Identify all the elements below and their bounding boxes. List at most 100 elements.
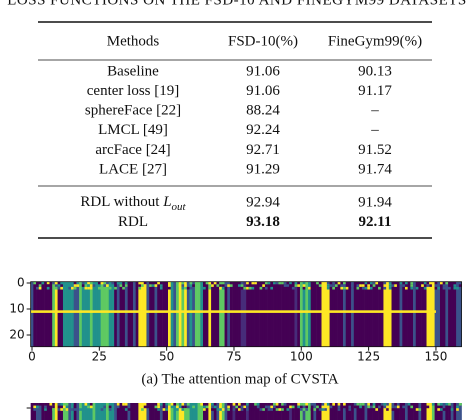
heatmap-cell	[396, 403, 400, 406]
heatmap-column	[388, 403, 392, 420]
heatmap-column	[84, 281, 88, 347]
heatmap-column	[44, 281, 48, 347]
heatmap-cell	[305, 403, 309, 406]
heatmap-column	[173, 281, 177, 347]
heatmap-cell	[289, 281, 293, 285]
heatmap-cell	[124, 284, 128, 287]
heatmap-cell	[205, 405, 209, 409]
heatmap-cell	[264, 286, 268, 290]
heatmap-cell	[189, 281, 193, 285]
heatmap-column	[146, 403, 150, 420]
heatmap-cell	[151, 284, 155, 287]
heatmap-cell	[240, 281, 244, 285]
heatmap-cell	[429, 281, 433, 285]
heatmap-cell	[146, 286, 150, 290]
heatmap-column	[450, 403, 454, 420]
heatmap-column	[194, 403, 198, 420]
heatmap-cell	[60, 403, 64, 406]
heatmap-cell	[97, 286, 101, 290]
heatmap-cell	[264, 405, 268, 409]
heatmap-column	[318, 403, 322, 420]
heatmap-column	[246, 281, 250, 347]
heatmap-cell	[71, 405, 75, 409]
table-cell: 91.94	[358, 194, 392, 210]
heatmap-cell	[291, 405, 295, 409]
heatmap-column	[73, 281, 77, 347]
heatmap-column	[434, 403, 438, 420]
heatmap-column	[426, 281, 430, 347]
heatmap-column	[256, 281, 260, 347]
heatmap-cell	[57, 408, 61, 411]
heatmap-column	[375, 281, 379, 347]
heatmap-cell	[224, 405, 228, 409]
heatmap-cell	[240, 408, 244, 411]
heatmap-cell	[337, 408, 341, 411]
heatmap-column	[332, 403, 336, 420]
heatmap-column	[106, 281, 110, 347]
heatmap-cell	[73, 286, 77, 290]
heatmap-column	[221, 403, 225, 420]
heatmap-cell	[332, 286, 336, 290]
heatmap-cell	[262, 408, 266, 411]
heatmap-cell	[41, 281, 45, 285]
heatmap-column	[167, 403, 171, 420]
heatmap-column	[259, 281, 263, 347]
heatmap-column	[431, 403, 435, 420]
heatmap-cell	[116, 403, 120, 406]
heatmap-column	[79, 403, 83, 420]
heatmap-cell	[289, 284, 293, 287]
heatmap-cell	[439, 281, 443, 285]
heatmap-column	[154, 403, 158, 420]
heatmap-cell	[87, 286, 91, 290]
heatmap-cell	[57, 403, 61, 406]
heatmap-column	[127, 281, 131, 347]
heatmap-cell	[54, 286, 58, 290]
heatmap-cell	[60, 286, 64, 290]
heatmap-column	[313, 281, 317, 347]
heatmap-cell	[52, 281, 56, 285]
heatmap-column	[458, 403, 462, 420]
heatmap-cell	[340, 284, 344, 287]
heatmap-column	[275, 403, 279, 420]
heatmap-cell	[149, 284, 153, 287]
heatmap-cell	[154, 405, 158, 409]
heatmap-cell	[456, 408, 460, 411]
heatmap-cell	[54, 403, 58, 406]
heatmap-cell	[410, 286, 414, 290]
heatmap-cell	[143, 284, 147, 287]
heatmap-cell	[208, 284, 212, 287]
heatmap-cell	[89, 405, 93, 409]
heatmap-cell	[122, 286, 126, 290]
heatmap-cell	[340, 403, 344, 406]
table-cell: 93.18	[246, 214, 280, 230]
heatmap-column	[211, 403, 215, 420]
heatmap-cell	[310, 408, 314, 411]
heatmap-cell	[149, 281, 153, 285]
heatmap-cell	[116, 405, 120, 409]
heatmap-cell	[289, 403, 293, 406]
heatmap-cell	[71, 286, 75, 290]
heatmap-column	[267, 281, 271, 347]
heatmap-column	[246, 403, 250, 420]
heatmap-cell	[332, 281, 336, 285]
heatmap-column	[170, 403, 174, 420]
heatmap-column	[36, 403, 40, 420]
heatmap-cell	[221, 284, 225, 287]
heatmap-column	[49, 403, 53, 420]
heatmap-cell	[92, 286, 96, 290]
heatmap-column	[143, 403, 147, 420]
heatmap-cell	[192, 284, 196, 287]
heatmap-cell	[439, 403, 443, 406]
heatmap-column	[326, 281, 330, 347]
heatmap-cell	[299, 405, 303, 409]
heatmap-cell	[44, 405, 48, 409]
table-cell: RDL	[118, 214, 148, 230]
heatmap-cell	[143, 281, 147, 285]
heatmap-cell	[343, 284, 347, 287]
heatmap-column	[76, 403, 80, 420]
heatmap-column	[286, 403, 290, 420]
heatmap-cell	[337, 405, 341, 409]
heatmap-cell	[450, 408, 454, 411]
heatmap-column	[264, 281, 268, 347]
heatmap-cell	[173, 284, 177, 287]
